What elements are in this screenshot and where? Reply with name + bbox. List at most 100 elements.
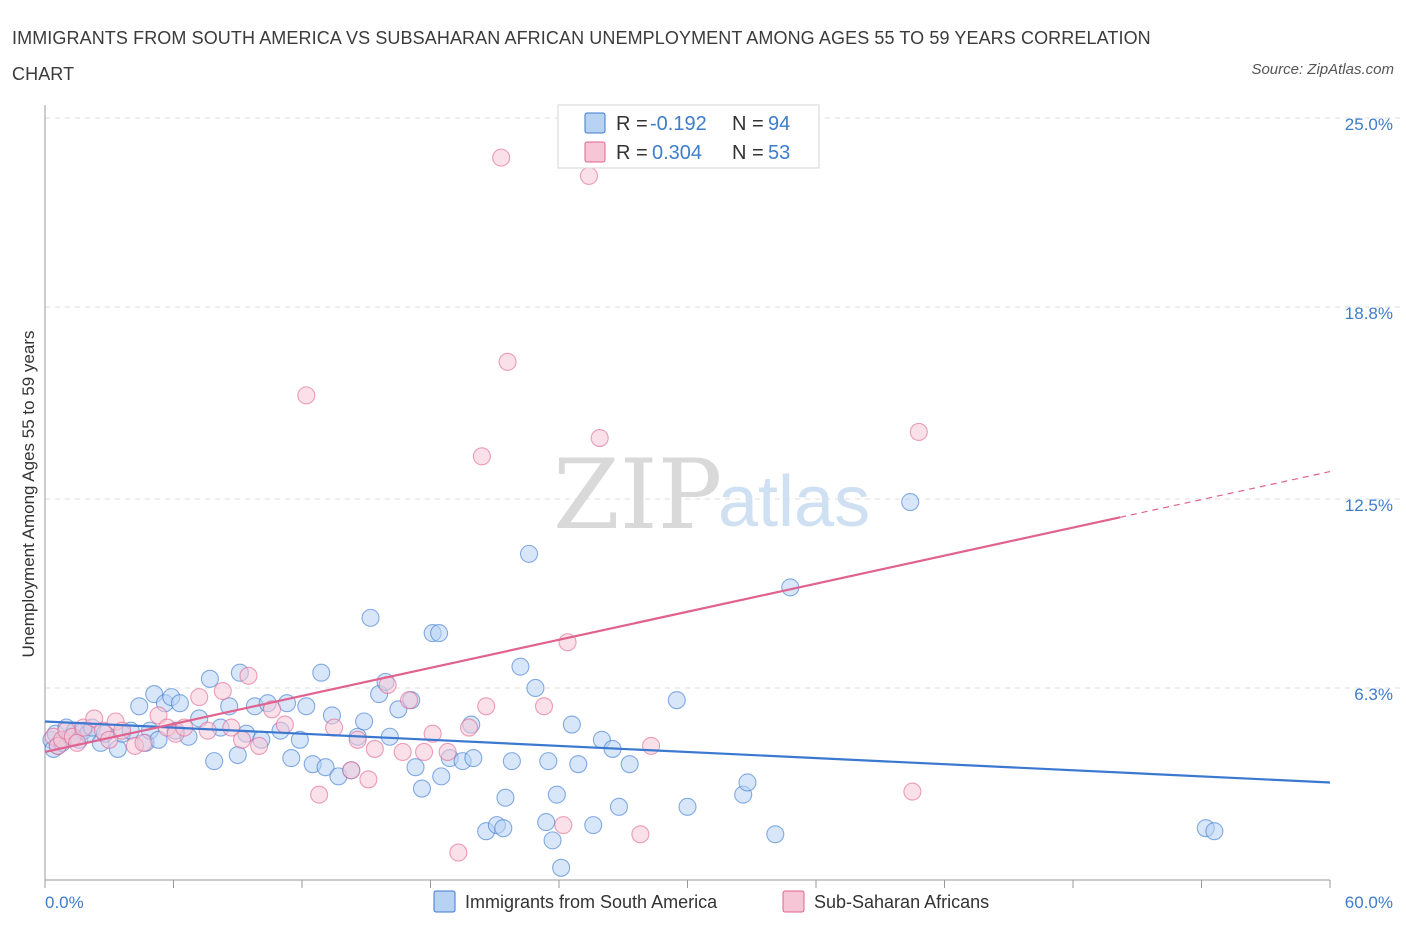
bottom-legend-swatch-blue [433, 890, 456, 913]
pink-data-point [449, 843, 468, 862]
blue-data-point [569, 755, 588, 774]
blue-data-point [1205, 822, 1224, 841]
y-tick-label: 18.8% [1345, 304, 1393, 323]
pink-data-point [498, 352, 517, 371]
blue-data-point [412, 779, 431, 798]
blue-data-point [464, 749, 483, 768]
blue-data-point [228, 745, 247, 765]
blue-data-point [562, 715, 581, 734]
pink-data-point [492, 148, 511, 167]
legend-r-value-blue: -0.192 [650, 113, 707, 135]
blue-data-point [543, 831, 562, 850]
bottom-legend-label-pink: Sub-Saharan Africans [814, 892, 989, 912]
blue-data-point [552, 858, 571, 877]
pink-data-point [213, 681, 232, 701]
blue-data-point [526, 678, 545, 698]
pink-data-point [423, 724, 442, 743]
blue-data-point [678, 797, 697, 816]
pink-data-point [325, 718, 344, 737]
blue-data-point [406, 758, 425, 777]
pink-data-point [554, 816, 573, 835]
blue-data-point [738, 773, 757, 792]
pink-data-point [232, 730, 252, 749]
legend-r-label-blue: R = [616, 113, 648, 135]
bottom-legend: Immigrants from South America Sub-Sahara… [433, 890, 989, 913]
pink-data-point [365, 739, 384, 758]
legend-r-value-pink: 0.304 [652, 142, 702, 164]
blue-data-point [361, 608, 380, 627]
y-tick-label: 6.3% [1354, 685, 1393, 704]
blue-data-point [537, 813, 556, 832]
blue-data-point [430, 624, 449, 643]
legend-r-label-pink: R = [616, 142, 648, 164]
pink-data-point [642, 736, 661, 755]
x-tick-label: 0.0% [45, 893, 84, 912]
watermark-atlas: atlas [718, 462, 870, 542]
pink-data-point [631, 825, 650, 844]
pink-data-point [393, 742, 412, 762]
pink-data-point [909, 422, 928, 441]
bottom-legend-label-blue: Immigrants from South America [465, 892, 718, 912]
tick-labels: 6.3% 12.5% 18.8% 25.0% 0.0% 60.0% [45, 115, 1393, 912]
watermark-zip: ZIP [553, 439, 722, 551]
legend-swatch-blue [584, 112, 606, 134]
blue-data-point [901, 492, 920, 512]
pink-data-point [190, 688, 209, 707]
watermark: ZIP atlas [553, 439, 870, 551]
pink-trend-line [44, 516, 1121, 754]
blue-data-point [290, 730, 309, 749]
pink-data-point [222, 718, 241, 737]
pink-data-point [239, 666, 258, 685]
blue-data-point [312, 663, 331, 682]
blue-data-point [432, 767, 451, 786]
blue-data-point [297, 697, 316, 716]
legend-n-value-pink: 53 [768, 142, 790, 164]
legend-swatch-pink [584, 141, 606, 163]
blue-data-point [170, 694, 189, 713]
pink-data-point [348, 730, 367, 749]
pink-data-point [415, 742, 434, 762]
y-tick-label: 12.5% [1345, 496, 1393, 515]
pink-data-point [262, 700, 282, 719]
pink-data-point [342, 761, 361, 780]
blue-data-point [496, 788, 515, 807]
pink-data-point [275, 715, 294, 734]
legend-n-label-pink: N = [732, 142, 764, 164]
pink-data-point [250, 736, 269, 755]
legend-n-label-blue: N = [732, 113, 764, 135]
pink-data-point [310, 785, 329, 804]
blue-data-point [355, 712, 374, 731]
pink-data-point [903, 782, 922, 801]
blue-data-point [130, 697, 149, 716]
pink-trend-extension [1119, 470, 1331, 518]
pink-data-point [534, 697, 554, 716]
source-note: Source: ZipAtlas.com [1251, 61, 1394, 78]
blue-data-point [667, 691, 686, 710]
pink-data-point [438, 742, 457, 762]
pink-data-point [590, 428, 609, 448]
blue-data-point [620, 755, 639, 774]
pink-data-point [297, 386, 316, 405]
pink-data-point [134, 733, 153, 752]
pink-data-point [459, 718, 479, 737]
blue-data-point [539, 752, 558, 771]
blue-data-point [511, 657, 530, 676]
pink-data-point [198, 721, 217, 740]
pink-data-point [579, 166, 599, 185]
chart-title: IMMIGRANTS FROM SOUTH AMERICA VS SUBSAHA… [12, 28, 1151, 84]
blue-data-point [766, 825, 785, 844]
blue-data-point [547, 785, 566, 804]
blue-data-point [316, 758, 335, 777]
x-tick-label: 60.0% [1345, 893, 1393, 912]
legend-n-value-blue: 94 [768, 113, 790, 135]
bottom-legend-swatch-pink [782, 890, 805, 913]
blue-data-point [282, 749, 301, 768]
legend: R = -0.192 N = 94 R = 0.304 N = 53 [557, 104, 820, 169]
pink-data-point [472, 447, 491, 466]
y-tick-label: 25.0% [1345, 115, 1393, 134]
blue-trend-line [44, 720, 1331, 784]
pink-data-point [477, 697, 496, 716]
blue-data-point [494, 819, 513, 838]
blue-data-point [205, 752, 224, 771]
